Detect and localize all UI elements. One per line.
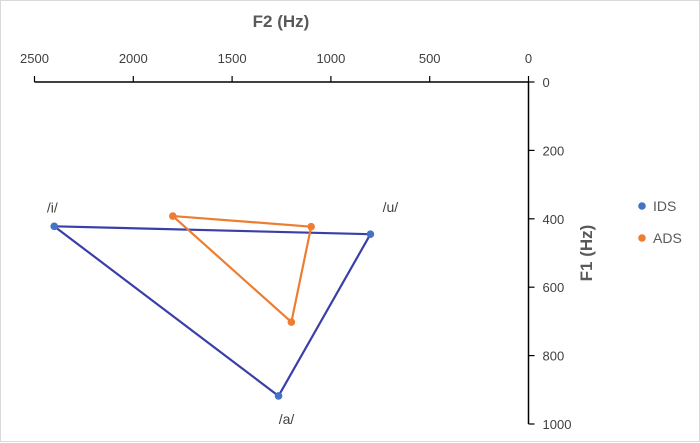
x-tick-label: 0 bbox=[525, 51, 532, 66]
y-tick-label: 0 bbox=[543, 75, 550, 90]
y-tick-label: 1000 bbox=[543, 417, 572, 432]
point-label: /i/ bbox=[47, 199, 58, 215]
x-tick-label: 2000 bbox=[119, 51, 148, 66]
y-tick-label: 600 bbox=[543, 280, 565, 295]
legend-marker-ads bbox=[638, 234, 646, 242]
x-tick-label: 2500 bbox=[20, 51, 49, 66]
data-point-ids bbox=[366, 230, 375, 238]
series-line-ads bbox=[171, 214, 313, 324]
y-axis-title: F1 (Hz) bbox=[577, 225, 596, 282]
legend-label-ads: ADS bbox=[653, 230, 682, 246]
y-tick-label: 800 bbox=[543, 349, 565, 364]
data-point-ads bbox=[307, 222, 315, 231]
x-tick-label: 1000 bbox=[316, 51, 345, 66]
y-tick-label: 200 bbox=[543, 143, 565, 158]
x-tick-label: 1500 bbox=[218, 51, 247, 66]
x-tick-label: 500 bbox=[419, 51, 441, 66]
legend-marker-ids bbox=[638, 202, 646, 210]
y-tick-label: 400 bbox=[543, 212, 565, 227]
series-line-ids bbox=[53, 225, 372, 398]
x-axis-title: F2 (Hz) bbox=[253, 12, 310, 31]
legend-label-ids: IDS bbox=[653, 198, 676, 214]
point-label: /a/ bbox=[279, 411, 295, 427]
data-point-ids bbox=[274, 392, 283, 400]
data-point-ads bbox=[169, 212, 177, 220]
point-label: /u/ bbox=[383, 199, 399, 215]
data-point-ids bbox=[50, 222, 59, 231]
data-point-ads bbox=[287, 318, 296, 326]
